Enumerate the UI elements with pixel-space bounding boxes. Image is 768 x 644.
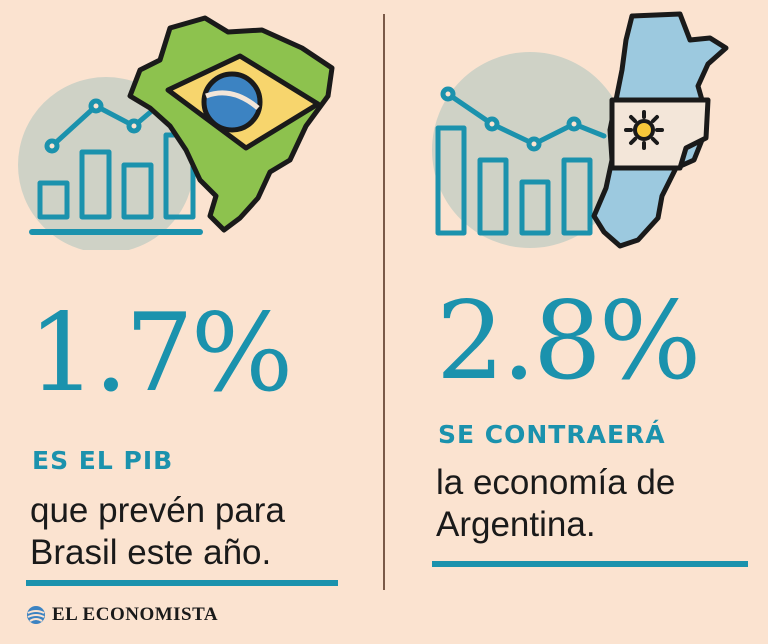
brand-name: EL ECONOMISTA (52, 604, 219, 625)
argentina-underline (432, 561, 748, 567)
brazil-underline (26, 580, 338, 586)
argentina-chart-illustration (432, 11, 729, 249)
brazil-description-line1: que prevén para (30, 491, 285, 530)
brazil-chart-illustration (18, 15, 335, 250)
argentina-headline: SE CONTRAERÁ (438, 420, 666, 449)
brazil-headline: ES EL PIB (32, 446, 174, 475)
brazil-gdp-stat: 1.7% (28, 291, 293, 416)
brazil-description: que prevén para Brasil este año. (30, 490, 285, 574)
argentina-description-line2: Argentina. (436, 505, 596, 544)
globe-icon (27, 606, 45, 624)
argentina-contraction-stat: 2.8% (436, 279, 701, 404)
argentina-description: la economía de Argentina. (436, 462, 675, 546)
bar-line-chart-icon (29, 98, 203, 235)
bar-line-chart-icon (435, 86, 607, 236)
argentina-description-line1: la economía de (436, 463, 676, 502)
argentina-sun-icon (624, 110, 664, 150)
brazil-description-line2: Brasil este año. (30, 533, 272, 572)
column-divider (383, 14, 385, 590)
brand-logo: EL ECONOMISTA (26, 604, 218, 626)
argentina-map-icon (591, 11, 729, 249)
brazil-map-icon (127, 15, 335, 233)
